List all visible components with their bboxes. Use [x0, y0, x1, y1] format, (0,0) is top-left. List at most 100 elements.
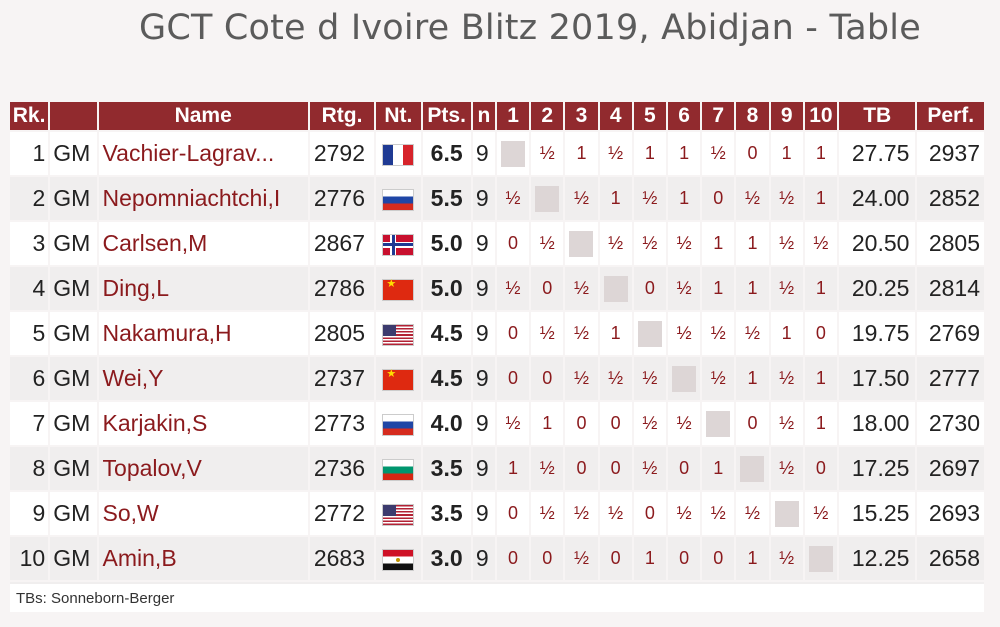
result-cell[interactable]: 0	[667, 445, 703, 490]
result-cell[interactable]: 1	[804, 355, 839, 400]
result-cell[interactable]: 0	[496, 535, 532, 580]
player-name-link[interactable]: Nakamura,H	[98, 310, 310, 355]
result-cell[interactable]: 0	[702, 175, 737, 220]
result-cell[interactable]: ½	[531, 310, 566, 355]
result-cell[interactable]: 0	[804, 445, 839, 490]
result-cell[interactable]: ½	[565, 265, 600, 310]
player-name-link[interactable]: Nepomniachtchi,I	[98, 175, 310, 220]
result-cell[interactable]: ½	[633, 175, 668, 220]
result-cell[interactable]: ½	[702, 130, 737, 175]
result-cell[interactable]: ½	[736, 175, 771, 220]
result-cell[interactable]: 1	[804, 130, 839, 175]
result-cell[interactable]: ½	[531, 490, 566, 535]
result-cell[interactable]: ½	[702, 310, 737, 355]
result-cell[interactable]: ½	[531, 220, 566, 265]
result-cell[interactable]: 1	[496, 445, 532, 490]
result-cell[interactable]: ½	[496, 175, 532, 220]
player-name-link[interactable]: Wei,Y	[98, 355, 310, 400]
header-rating[interactable]: Rtg.	[309, 102, 377, 130]
result-cell[interactable]: 0	[599, 535, 634, 580]
result-cell[interactable]: 1	[770, 310, 805, 355]
result-cell[interactable]: 0	[565, 400, 600, 445]
result-cell[interactable]: ½	[633, 355, 668, 400]
result-cell[interactable]: ½	[770, 400, 805, 445]
result-cell[interactable]: ½	[736, 310, 771, 355]
result-cell[interactable]: ½	[667, 310, 703, 355]
result-cell[interactable]: 0	[531, 265, 566, 310]
result-cell[interactable]: ½	[599, 130, 634, 175]
result-cell[interactable]: ½	[565, 310, 600, 355]
result-cell[interactable]: 0	[599, 445, 634, 490]
result-cell[interactable]: 1	[804, 175, 839, 220]
result-cell[interactable]: ½	[667, 490, 703, 535]
result-cell[interactable]: ½	[496, 400, 532, 445]
result-cell[interactable]: ½	[770, 535, 805, 580]
result-cell[interactable]: ½	[702, 355, 737, 400]
result-cell[interactable]: 1	[565, 130, 600, 175]
result-cell[interactable]: 1	[667, 175, 703, 220]
player-name-link[interactable]: Carlsen,M	[98, 220, 310, 265]
result-cell[interactable]: 1	[702, 265, 737, 310]
result-cell[interactable]: ½	[770, 220, 805, 265]
player-name-link[interactable]: Ding,L	[98, 265, 310, 310]
player-name-link[interactable]: So,W	[98, 490, 310, 535]
player-name-link[interactable]: Karjakin,S	[98, 400, 310, 445]
result-cell[interactable]: 1	[702, 445, 737, 490]
result-cell[interactable]: 0	[496, 220, 532, 265]
header-name[interactable]: Name	[98, 102, 310, 130]
result-cell[interactable]: ½	[633, 400, 668, 445]
result-cell[interactable]: 0	[496, 355, 532, 400]
player-name-link[interactable]: Amin,B	[98, 535, 310, 580]
result-cell[interactable]: 0	[496, 310, 532, 355]
result-cell[interactable]: 0	[804, 310, 839, 355]
result-cell[interactable]: 1	[736, 220, 771, 265]
result-cell[interactable]: 1	[770, 130, 805, 175]
result-cell[interactable]: ½	[770, 355, 805, 400]
player-name-link[interactable]: Vachier-Lagrav...	[98, 130, 310, 175]
result-cell[interactable]: ½	[770, 265, 805, 310]
result-cell[interactable]: ½	[633, 220, 668, 265]
result-cell[interactable]: ½	[531, 445, 566, 490]
result-cell[interactable]: ½	[804, 220, 839, 265]
result-cell[interactable]: 1	[736, 355, 771, 400]
result-cell[interactable]: 0	[736, 400, 771, 445]
result-cell[interactable]: ½	[667, 400, 703, 445]
result-cell[interactable]: 0	[633, 265, 668, 310]
result-cell[interactable]: 0	[667, 535, 703, 580]
result-cell[interactable]: ½	[702, 490, 737, 535]
player-name-link[interactable]: Topalov,V	[98, 445, 310, 490]
result-cell[interactable]: 1	[702, 220, 737, 265]
result-cell[interactable]: ½	[565, 490, 600, 535]
result-cell[interactable]: 0	[633, 490, 668, 535]
result-cell[interactable]: 0	[702, 535, 737, 580]
result-cell[interactable]: 1	[736, 535, 771, 580]
result-cell[interactable]: 0	[565, 445, 600, 490]
result-cell[interactable]: 0	[531, 535, 566, 580]
result-cell[interactable]: 0	[531, 355, 566, 400]
result-cell[interactable]: 0	[496, 490, 532, 535]
result-cell[interactable]: ½	[804, 490, 839, 535]
result-cell[interactable]: ½	[770, 175, 805, 220]
result-cell[interactable]: ½	[667, 220, 703, 265]
result-cell[interactable]: ½	[633, 445, 668, 490]
result-cell[interactable]: ½	[565, 175, 600, 220]
result-cell[interactable]: ½	[599, 490, 634, 535]
result-cell[interactable]: ½	[667, 265, 703, 310]
result-cell[interactable]: 1	[804, 400, 839, 445]
result-cell[interactable]: ½	[599, 220, 634, 265]
result-cell[interactable]: 0	[599, 400, 634, 445]
result-cell[interactable]: ½	[496, 265, 532, 310]
result-cell[interactable]: 1	[531, 400, 566, 445]
result-cell[interactable]: 1	[667, 130, 703, 175]
result-cell[interactable]: ½	[531, 130, 566, 175]
result-cell[interactable]: ½	[736, 490, 771, 535]
result-cell[interactable]: 1	[599, 175, 634, 220]
result-cell[interactable]: ½	[770, 445, 805, 490]
result-cell[interactable]: ½	[565, 535, 600, 580]
result-cell[interactable]: 1	[633, 130, 668, 175]
result-cell[interactable]: 1	[599, 310, 634, 355]
result-cell[interactable]: 1	[633, 535, 668, 580]
result-cell[interactable]: ½	[565, 355, 600, 400]
result-cell[interactable]: ½	[599, 355, 634, 400]
result-cell[interactable]: 1	[736, 265, 771, 310]
